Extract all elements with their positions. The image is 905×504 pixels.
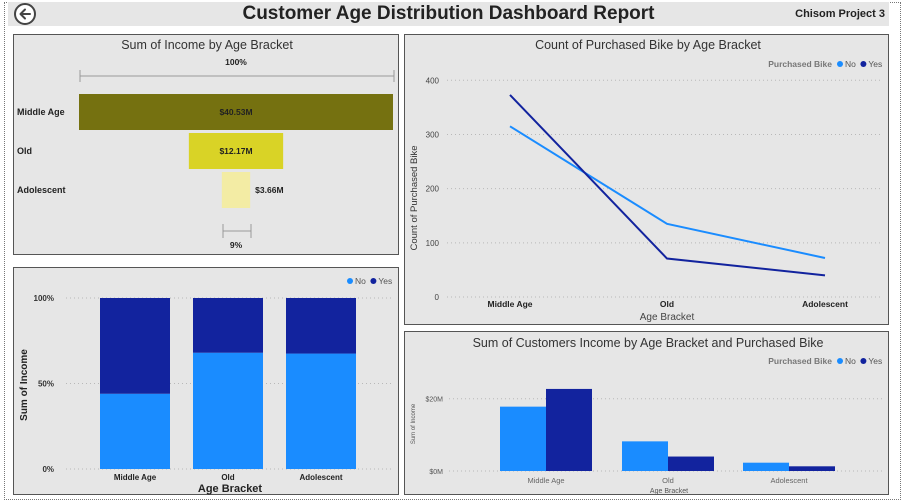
x-axis-label: Age Bracket (640, 312, 695, 323)
x-tick-label: Adolescent (770, 476, 808, 485)
legend-label-no: No (845, 356, 856, 366)
chart-title: Sum of Income by Age Bracket (121, 38, 293, 52)
y-tick-label: $0M (429, 469, 443, 476)
y-axis-label: Count of Purchased Bike (409, 145, 420, 250)
funnel-bar-old[interactable] (188, 133, 284, 169)
bar-middle-age-no[interactable] (500, 406, 546, 471)
bar-old-no[interactable] (622, 441, 668, 471)
y-tick-label: 400 (426, 76, 440, 85)
bar-old-yes[interactable] (668, 456, 714, 471)
funnel-bar-middle-age[interactable] (79, 94, 393, 130)
project-label: Chisom Project 3 (795, 8, 885, 20)
funnel-chart: Sum of Income by Age Bracket 100% Middle… (17, 38, 395, 250)
bar-adolescent-no[interactable] (743, 462, 789, 471)
x-tick-label: Adolescent (299, 473, 342, 482)
value-label: $3.66M (255, 185, 283, 195)
x-tick-labels: Middle Age Old Adolescent (487, 299, 848, 309)
bar-old-yes[interactable] (193, 298, 263, 353)
legend-title: Purchased Bike (768, 356, 832, 366)
x-tick-label: Adolescent (802, 299, 848, 309)
legend-marker-yes[interactable] (860, 358, 867, 364)
line-series-no[interactable] (509, 125, 826, 259)
page-title: Customer Age Distribution Dashboard Repo… (242, 3, 655, 24)
clustered-bar-chart: Sum of Customers Income by Age Bracket a… (411, 336, 883, 495)
x-axis-label: Age Bracket (650, 488, 688, 495)
x-tick-label: Middle Age (487, 299, 532, 309)
legend-marker-yes[interactable] (370, 278, 377, 284)
bar-old-no[interactable] (193, 352, 263, 469)
funnel-bar-adolescent[interactable] (221, 172, 251, 208)
value-label: $12.17M (219, 146, 252, 156)
y-tick-label: 100% (34, 294, 54, 303)
bar-adolescent-yes[interactable] (286, 298, 356, 354)
clustered-bar-chart-panel[interactable]: Sum of Customers Income by Age Bracket a… (404, 331, 889, 495)
gridlines: 0 100 200 300 400 (426, 76, 883, 302)
x-tick-label: Old (221, 473, 234, 482)
x-axis-label: Age Bracket (198, 483, 263, 495)
y-tick-label: 100 (426, 239, 440, 248)
legend-marker-no[interactable] (347, 278, 353, 284)
bar-middle-age-yes[interactable] (100, 298, 170, 394)
legend-marker-yes[interactable] (860, 61, 867, 67)
x-tick-label: Old (662, 476, 674, 485)
funnel-top-label: 100% (225, 57, 247, 67)
bar-middle-age-yes[interactable] (546, 388, 592, 471)
bar-adolescent-no[interactable] (286, 353, 356, 469)
category-label: Adolescent (17, 185, 66, 195)
category-label: Middle Age (17, 107, 65, 117)
category-label: Old (17, 146, 32, 156)
y-tick-label: 50% (38, 380, 54, 389)
x-tick-label: Middle Age (527, 476, 564, 485)
y-tick-label: $20M (425, 397, 443, 404)
y-axis-label: Sum of Income (19, 349, 30, 421)
y-tick-label: 0% (42, 465, 54, 474)
legend-marker-no[interactable] (837, 61, 843, 67)
stacked-bars (100, 298, 356, 469)
x-tick-labels: Middle Age Old Adolescent (527, 476, 808, 485)
legend-label-yes: Yes (378, 276, 392, 286)
bar-middle-age-no[interactable] (100, 393, 170, 469)
line-chart: Count of Purchased Bike by Age Bracket Y… (409, 38, 883, 323)
y-tick-label: 0 (435, 293, 440, 302)
bar-adolescent-yes[interactable] (789, 466, 835, 471)
legend[interactable]: Yes No Purchased Bike (768, 59, 882, 69)
legend-label-no: No (355, 276, 366, 286)
value-label: $40.53M (219, 107, 252, 117)
x-tick-label: Old (660, 299, 674, 309)
chart-title: Count of Purchased Bike by Age Bracket (535, 38, 761, 52)
legend[interactable]: Yes No Purchased Bike (768, 356, 882, 366)
x-tick-labels: Middle Age Old Adolescent (114, 473, 343, 482)
back-button[interactable] (14, 3, 36, 25)
line-series-yes[interactable] (509, 94, 826, 277)
legend-marker-no[interactable] (837, 358, 843, 364)
legend-label-yes: Yes (868, 356, 882, 366)
legend[interactable]: Yes No (347, 276, 392, 286)
arrow-left-circle-icon (19, 8, 31, 20)
legend-label-no: No (845, 59, 856, 69)
funnel-bottom-label: 9% (230, 240, 243, 250)
legend-title: Purchased Bike (768, 59, 832, 69)
header-bar: Customer Age Distribution Dashboard Repo… (8, 2, 889, 26)
stacked-bar-chart-panel[interactable]: Yes No 0% 50% 100% Middle Age Old Adolescent … (13, 267, 399, 495)
y-axis-label: Sum of Income (411, 403, 417, 444)
clustered-bars (500, 388, 835, 471)
series-lines (509, 94, 826, 277)
line-chart-panel[interactable]: Count of Purchased Bike by Age Bracket Y… (404, 34, 889, 325)
chart-title: Sum of Customers Income by Age Bracket a… (473, 336, 824, 350)
funnel-bars: Middle Age $40.53M Old $12.17M Adolescent $3.… (17, 94, 393, 208)
x-tick-label: Middle Age (114, 473, 157, 482)
y-tick-label: 300 (426, 130, 440, 139)
y-tick-label: 200 (426, 185, 440, 194)
legend-label-yes: Yes (868, 59, 882, 69)
funnel-chart-panel[interactable]: Sum of Income by Age Bracket 100% Middle… (13, 34, 399, 255)
